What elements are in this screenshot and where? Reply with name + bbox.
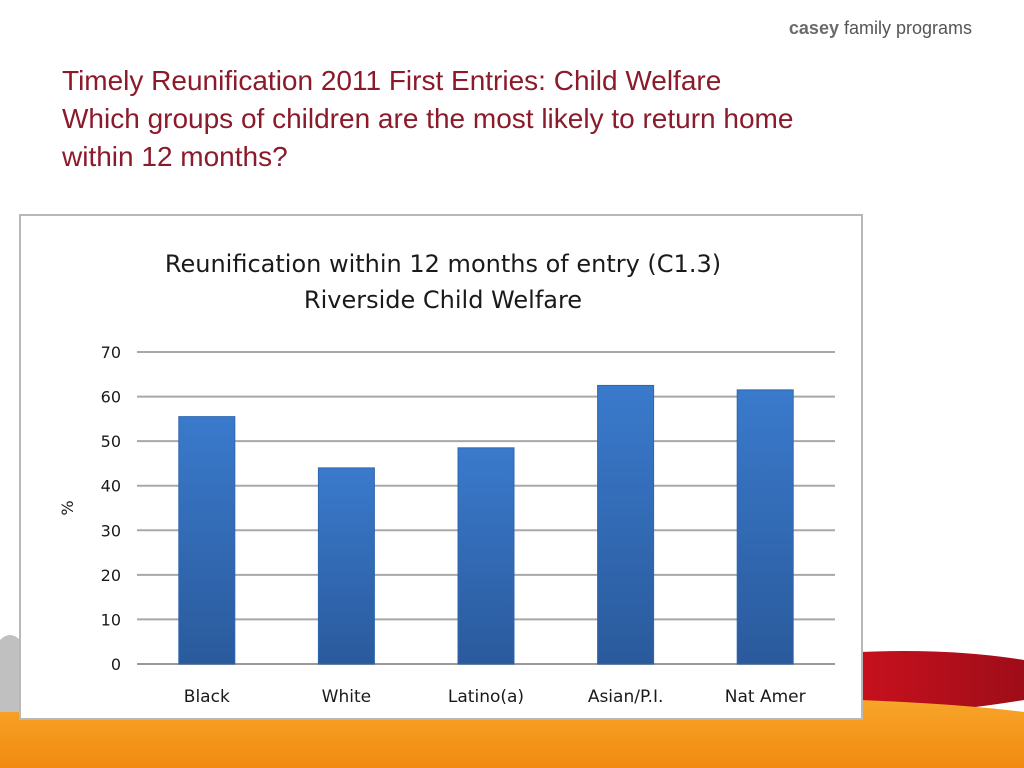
logo-brand: casey: [788, 18, 839, 38]
bar-white: [317, 467, 375, 665]
slide-title-line-3: within 12 months?: [62, 141, 288, 172]
x-tick-label: Asian/P.I.: [588, 687, 664, 707]
y-tick-label: 60: [101, 388, 121, 407]
red-swoosh: [860, 651, 1024, 718]
y-tick-label: 0: [111, 655, 121, 674]
y-tick-label: 70: [101, 343, 121, 362]
y-tick-label: 10: [101, 610, 121, 629]
bar-latino-a: [457, 447, 515, 665]
casey-logo: casey family programs: [789, 18, 972, 39]
bar-nat-amer: [736, 389, 794, 665]
chart-subtitle: Riverside Child Welfare: [304, 286, 582, 314]
chart-frame: Reunification within 12 months of entry …: [19, 214, 863, 720]
x-tick-label: White: [322, 687, 371, 707]
slide-title: Timely Reunification 2011 First Entries:…: [62, 62, 982, 176]
chart-title: Reunification within 12 months of entry …: [165, 250, 721, 278]
bar-black: [178, 416, 236, 665]
left-gray-swoosh: [0, 635, 20, 720]
x-tick-label: Black: [184, 687, 230, 707]
y-axis-label: %: [58, 500, 77, 515]
x-tick-label: Nat Amer: [725, 687, 806, 707]
y-tick-label: 20: [101, 566, 121, 585]
slide-title-line-2: Which groups of children are the most li…: [62, 103, 794, 134]
logo-rest: family programs: [838, 18, 972, 38]
bar-asian-p-i: [597, 384, 655, 665]
y-tick-label: 30: [101, 521, 121, 540]
y-tick-label: 40: [101, 477, 121, 496]
bar-chart: Reunification within 12 months of entry …: [58, 250, 835, 707]
y-tick-label: 50: [101, 432, 121, 451]
slide-title-line-1: Timely Reunification 2011 First Entries:…: [62, 65, 722, 96]
x-tick-label: Latino(a): [448, 687, 524, 707]
